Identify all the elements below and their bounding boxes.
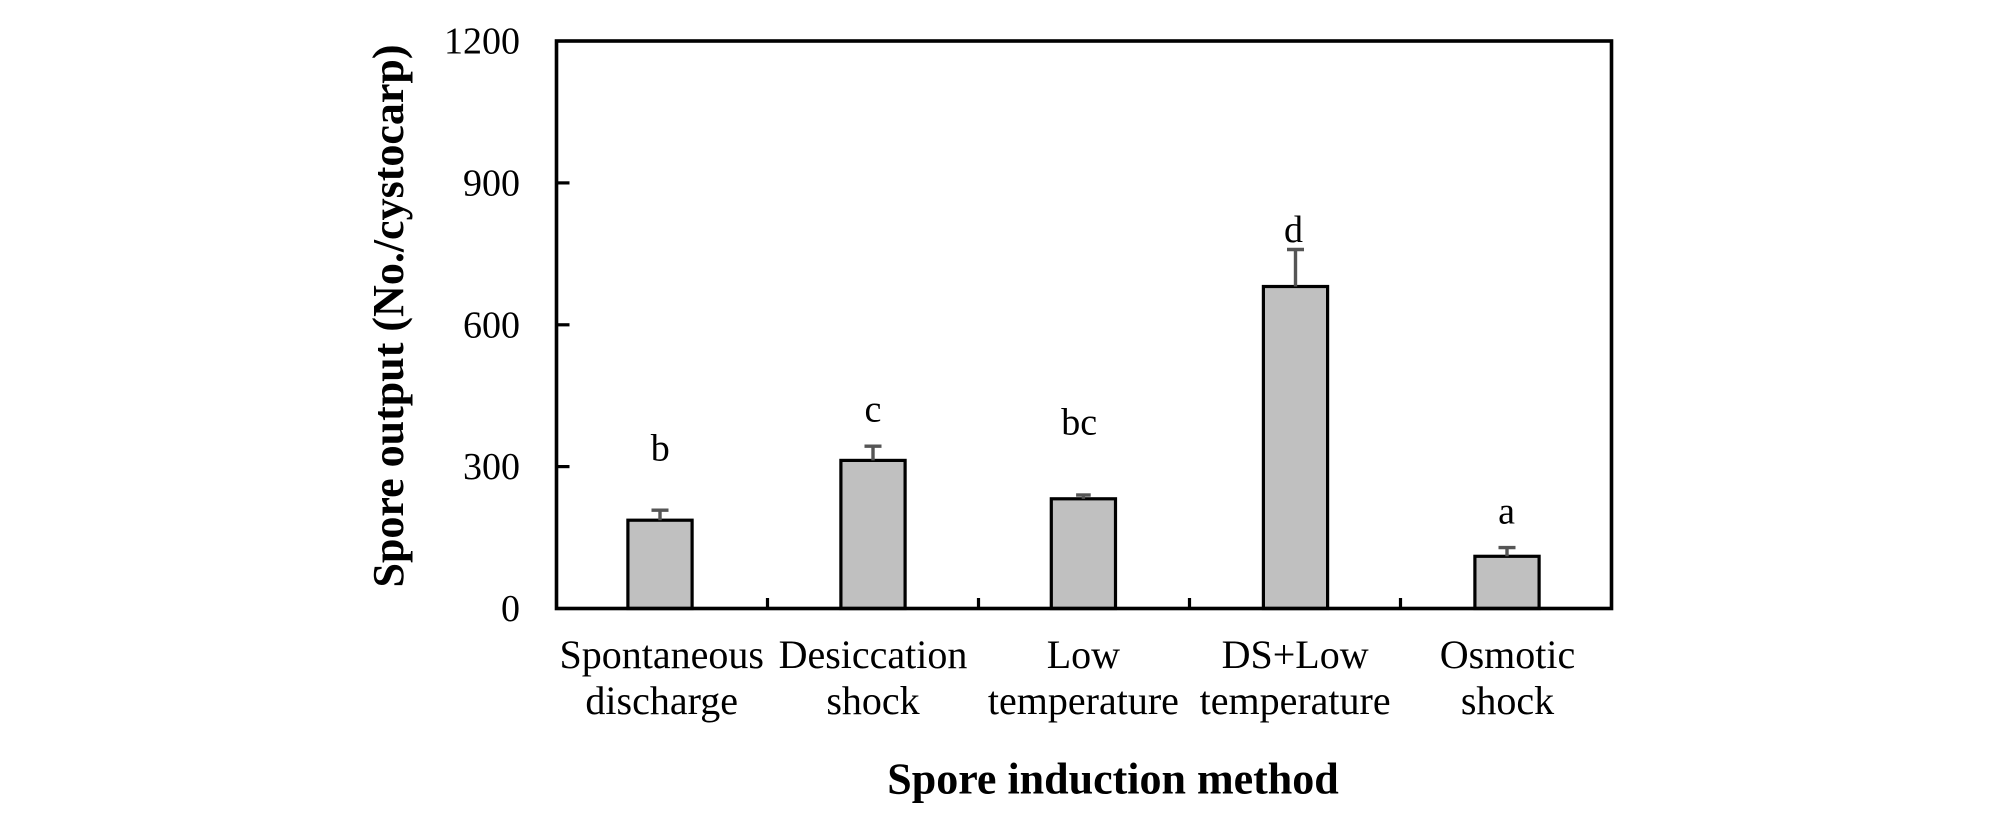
svg-text:0: 0 [501,588,520,630]
svg-text:Spontaneous: Spontaneous [559,632,763,677]
svg-text:temperature: temperature [1200,678,1391,723]
svg-text:c: c [864,389,881,431]
svg-text:a: a [1498,491,1515,533]
svg-text:600: 600 [463,304,520,346]
svg-text:shock: shock [1461,678,1554,723]
svg-text:1200: 1200 [444,21,520,63]
svg-text:Spore output (No./cystocarp): Spore output (No./cystocarp) [364,44,413,587]
svg-text:b: b [651,428,670,470]
svg-text:discharge: discharge [585,678,738,723]
svg-text:300: 300 [463,446,520,488]
svg-text:900: 900 [463,163,520,205]
svg-text:Osmotic: Osmotic [1440,632,1576,677]
svg-text:Spore induction method: Spore induction method [887,754,1339,803]
svg-text:shock: shock [826,678,919,723]
svg-text:d: d [1284,209,1303,251]
svg-text:temperature: temperature [988,678,1179,723]
svg-text:Low: Low [1047,632,1120,677]
svg-text:bc: bc [1061,402,1097,444]
svg-text:Desiccation: Desiccation [779,632,968,677]
svg-text:DS+Low: DS+Low [1222,632,1369,677]
